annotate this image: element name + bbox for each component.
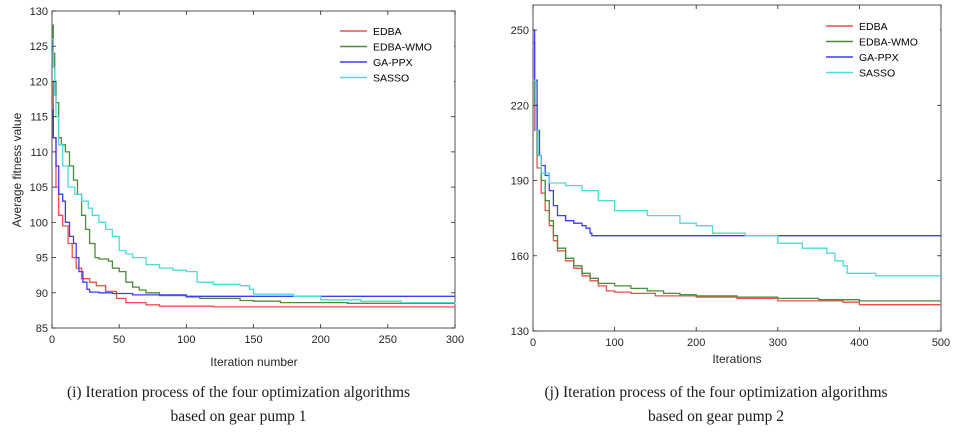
x-tick-label: 100 [605, 337, 623, 349]
legend-label-edba: EDBA [373, 26, 402, 38]
x-tick-label: 200 [687, 337, 705, 349]
legend-label-edba-wmo: EDBA-WMO [373, 42, 432, 54]
y-tick-label: 130 [30, 6, 48, 18]
chart-1: 0 50 100 150 200 250 300 85 90 95 100 105 110 115 120 1… [10, 6, 464, 369]
y-axis-label-1: Average fitness value [10, 112, 24, 227]
x-tick-label: 0 [49, 334, 55, 346]
caption-1-line-2: based on gear pump 1 [170, 408, 307, 425]
series-group-1 [52, 24, 456, 308]
legend-label-edba-wmo: EDBA-WMO [859, 37, 918, 49]
y-tick-label: 115 [30, 112, 48, 124]
y-tick-label: 105 [30, 182, 48, 194]
series-line-edba-wmo [533, 41, 941, 302]
y-tick-label: 250 [511, 25, 529, 37]
x-tick-label: 150 [244, 334, 262, 346]
legend-label-sasso: SASSO [373, 73, 409, 85]
series-line-ga-ppx [533, 29, 941, 237]
x-tick-label: 100 [177, 334, 195, 346]
y-tick-label: 85 [36, 323, 48, 335]
x-tick-label: 0 [530, 337, 536, 349]
y-tick-label: 130 [511, 326, 529, 338]
legend-label-edba: EDBA [859, 21, 888, 33]
axis-ticks-2: 0 100 200 300 400 500 130 160 190 220 250 [511, 5, 950, 349]
x-tick-label: 400 [850, 337, 868, 349]
chart-2: 0 100 200 300 400 500 130 160 190 220 250 Iteratio… [511, 4, 950, 366]
series-line-ga-ppx [52, 108, 455, 297]
y-tick-label: 95 [36, 253, 48, 265]
caption-2-line-1: (j) Iteration process of the four optimi… [544, 384, 888, 401]
x-axis-label-1: Iteration number [210, 355, 297, 369]
x-tick-label: 300 [446, 334, 464, 346]
caption-2-line-2: based on gear pump 2 [647, 408, 785, 425]
legend-label-ga-ppx: GA-PPX [373, 57, 413, 69]
x-axis-label-2: Iterations [712, 352, 761, 366]
x-tick-label: 200 [311, 334, 329, 346]
caption-1-line-1: (i) Iteration process of the four optimi… [66, 384, 411, 401]
series-line-sasso [533, 79, 941, 277]
y-tick-label: 100 [30, 217, 48, 229]
caption-2: (j) Iteration process of the four optimi… [477, 381, 955, 429]
x-tick-label: 250 [379, 334, 397, 346]
y-tick-label: 125 [30, 41, 48, 53]
legend-2: EDBA EDBA-WMO GA-PPX SASSO [822, 16, 940, 84]
y-tick-label: 120 [30, 76, 48, 88]
series-line-edba [52, 80, 456, 308]
series-line-edba-wmo [52, 24, 455, 304]
series-group-2 [533, 29, 941, 306]
y-tick-label: 190 [511, 176, 529, 188]
legend-label-ga-ppx: GA-PPX [859, 52, 899, 64]
y-tick-label: 110 [30, 147, 48, 159]
y-tick-label: 220 [511, 100, 529, 112]
y-tick-label: 90 [36, 288, 48, 300]
legend-1: EDBA EDBA-WMO GA-PPX SASSO [336, 21, 454, 89]
series-line-sasso [52, 38, 456, 304]
x-tick-label: 500 [932, 337, 950, 349]
x-tick-label: 300 [769, 337, 787, 349]
caption-1: (i) Iteration process of the four optimi… [0, 381, 477, 429]
axis-ticks-1: 0 50 100 150 200 250 300 85 90 95 100 105 110 115 120 1… [30, 6, 465, 346]
x-tick-label: 50 [113, 334, 125, 346]
legend-label-sasso: SASSO [859, 68, 895, 80]
y-tick-label: 160 [511, 251, 529, 263]
